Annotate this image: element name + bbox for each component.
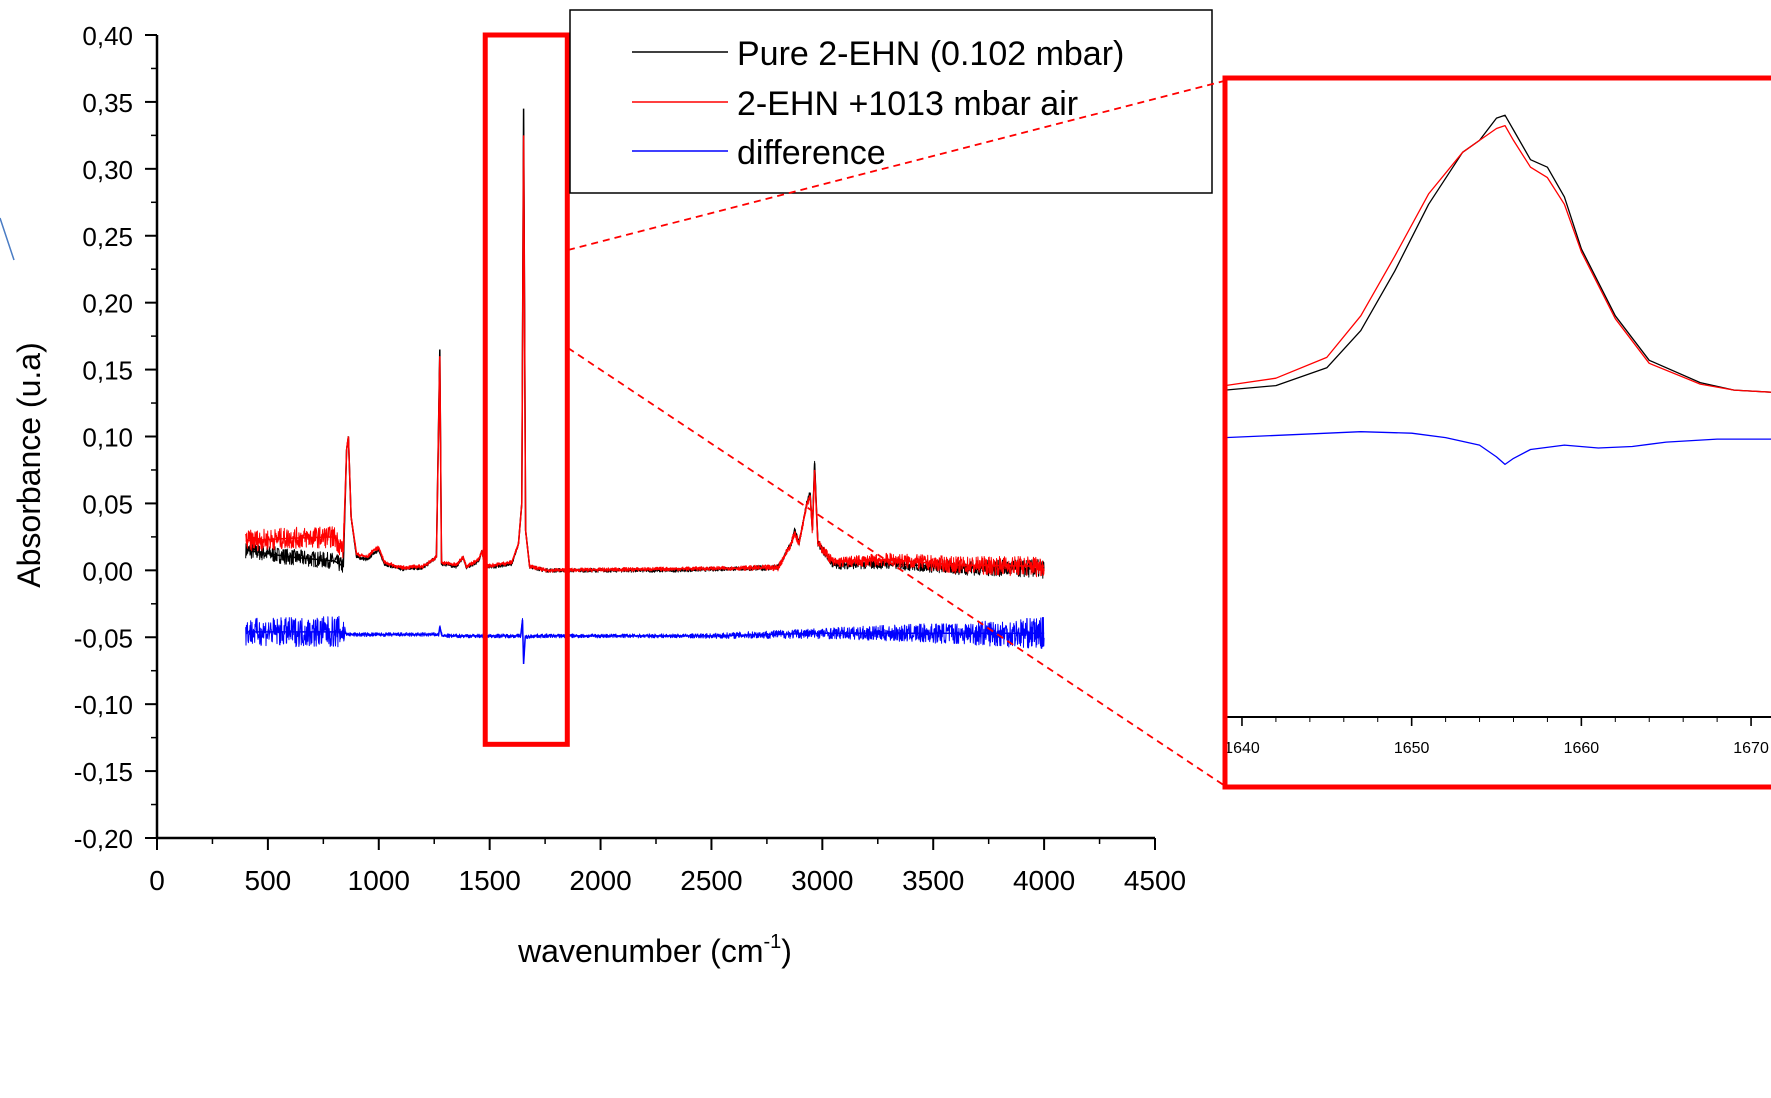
x-tick-label: 1500	[459, 865, 521, 896]
zoom-connector-upper	[567, 79, 1229, 251]
y-tick-label: -0,20	[74, 824, 133, 854]
x-axis-label: wavenumber (cm-1)	[517, 931, 792, 969]
inset-line-air	[1224, 124, 1771, 393]
x-axis-label-close: )	[781, 933, 792, 969]
main-series-group	[245, 108, 1045, 665]
series-line-difference	[245, 615, 1045, 660]
y-tick-label: -0,05	[74, 623, 133, 653]
inset-x-tick-label: 1640	[1224, 740, 1260, 757]
inset-ticks: 1640 1650 1660 1670	[1224, 717, 1769, 757]
inset-x-tick-label: 1650	[1394, 740, 1430, 757]
x-tick-label: 4500	[1124, 865, 1186, 896]
y-tick-label: 0,25	[82, 222, 133, 252]
y-tick-label: 0,35	[82, 88, 133, 118]
legend-label-difference: difference	[737, 134, 886, 172]
y-tick-label: -0,15	[74, 757, 133, 787]
y-tick-label: 0,40	[82, 21, 133, 51]
legend-entry-2-ehn-air: 2-EHN +1013 mbar air	[632, 85, 1078, 123]
inset-series-group	[1224, 114, 1771, 466]
x-tick-label: 1000	[348, 865, 410, 896]
x-axis-label-superscript: -1	[763, 931, 781, 953]
y-axis-label: Absorbance (u.a)	[11, 342, 47, 587]
series-line-2-ehn-1013-mbar-air	[245, 158, 1045, 578]
legend-entry-pure-2-ehn: Pure 2-EHN (0.102 mbar)	[632, 35, 1124, 73]
main-ticks: 0 500 1000 1500 2000 2500 3000 3500 4000 4500 0,40…	[74, 21, 1186, 896]
y-tick-label: -0,10	[74, 690, 133, 720]
inset-frame	[1222, 75, 1771, 790]
y-tick-label: 0,05	[82, 489, 133, 519]
y-tick-label: 0,30	[82, 155, 133, 185]
inset-line-pure	[1224, 114, 1771, 393]
inset-x-tick-label: 1660	[1564, 740, 1600, 757]
x-axis-label-text: wavenumber (cm	[517, 933, 763, 969]
x-tick-label: 3500	[902, 865, 964, 896]
inset-chart: 1640 1650 1660 1670	[1222, 75, 1771, 790]
x-tick-label: 2500	[680, 865, 742, 896]
x-tick-label: 2000	[569, 865, 631, 896]
y-tick-label: 0,15	[82, 356, 133, 386]
inset-line-difference	[1224, 431, 1771, 466]
zoom-connector-lower	[567, 347, 1229, 789]
decorative-stroke	[0, 217, 15, 261]
y-tick-label: 0,00	[82, 556, 133, 586]
legend-label-2-ehn-air: 2-EHN +1013 mbar air	[737, 85, 1078, 123]
inset-background	[1225, 78, 1771, 787]
legend-label-pure-2-ehn: Pure 2-EHN (0.102 mbar)	[737, 35, 1124, 73]
x-tick-label: 500	[245, 865, 292, 896]
x-tick-label: 3000	[791, 865, 853, 896]
zoom-region-box	[482, 32, 570, 747]
legend: Pure 2-EHN (0.102 mbar) 2-EHN +1013 mbar…	[569, 9, 1213, 194]
y-tick-label: 0,20	[82, 289, 133, 319]
series-peaks-2-ehn-1013-mbar-air	[245, 135, 1045, 572]
legend-entry-difference: difference	[632, 134, 886, 172]
y-tick-label: 0,10	[82, 423, 133, 453]
x-tick-label: 4000	[1013, 865, 1075, 896]
main-chart: 0 500 1000 1500 2000 2500 3000 3500 4000 4500 0,40…	[11, 21, 1186, 969]
series-peaks-difference	[245, 619, 1045, 665]
x-tick-label: 0	[149, 865, 165, 896]
series-line-pure-2-ehn-0-102-mbar	[245, 133, 1045, 579]
inset-x-tick-label: 1670	[1733, 740, 1769, 757]
